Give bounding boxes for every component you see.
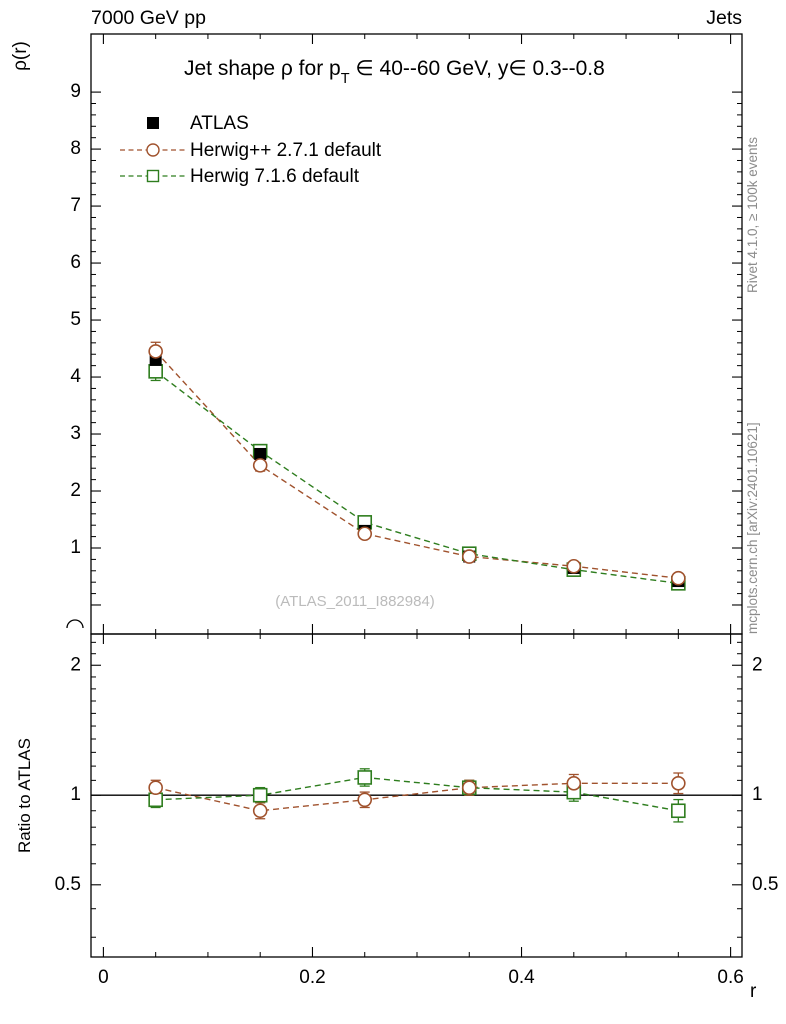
svg-text:6: 6	[70, 252, 81, 273]
svg-text:4: 4	[70, 366, 81, 387]
svg-text:(ATLAS_2011_I882984): (ATLAS_2011_I882984)	[275, 593, 435, 610]
svg-text:9: 9	[70, 81, 81, 102]
svg-text:8: 8	[70, 138, 81, 159]
svg-text:r: r	[750, 981, 757, 1002]
svg-text:Ratio to ATLAS: Ratio to ATLAS	[15, 738, 34, 853]
svg-text:Jets: Jets	[706, 7, 742, 29]
svg-text:ATLAS: ATLAS	[190, 113, 249, 134]
svg-text:3: 3	[70, 423, 81, 444]
svg-text:mcplots.cern.ch [arXiv:2401.10: mcplots.cern.ch [arXiv:2401.10621]	[745, 422, 760, 634]
svg-text:2: 2	[70, 654, 81, 675]
svg-text:1: 1	[70, 537, 81, 558]
svg-text:5: 5	[70, 309, 81, 330]
svg-text:Herwig 7.1.6 default: Herwig 7.1.6 default	[190, 166, 360, 187]
svg-text:ρ(r): ρ(r)	[10, 41, 31, 71]
svg-text:Rivet 4.1.0, ≥ 100k events: Rivet 4.1.0, ≥ 100k events	[745, 137, 760, 293]
svg-text:2: 2	[70, 480, 81, 501]
svg-text:0.5: 0.5	[752, 874, 778, 895]
svg-text:Herwig++ 2.7.1 default: Herwig++ 2.7.1 default	[190, 140, 382, 161]
svg-text:0.6: 0.6	[717, 967, 743, 988]
svg-text:2: 2	[752, 654, 763, 675]
svg-text:0.4: 0.4	[508, 967, 535, 988]
svg-text:1: 1	[70, 784, 81, 805]
svg-text:1: 1	[752, 784, 763, 805]
svg-text:7000 GeV pp: 7000 GeV pp	[91, 7, 206, 29]
svg-text:0.5: 0.5	[55, 874, 81, 895]
svg-text:0: 0	[98, 967, 109, 988]
svg-text:7: 7	[70, 195, 81, 216]
svg-text:0.2: 0.2	[299, 967, 325, 988]
